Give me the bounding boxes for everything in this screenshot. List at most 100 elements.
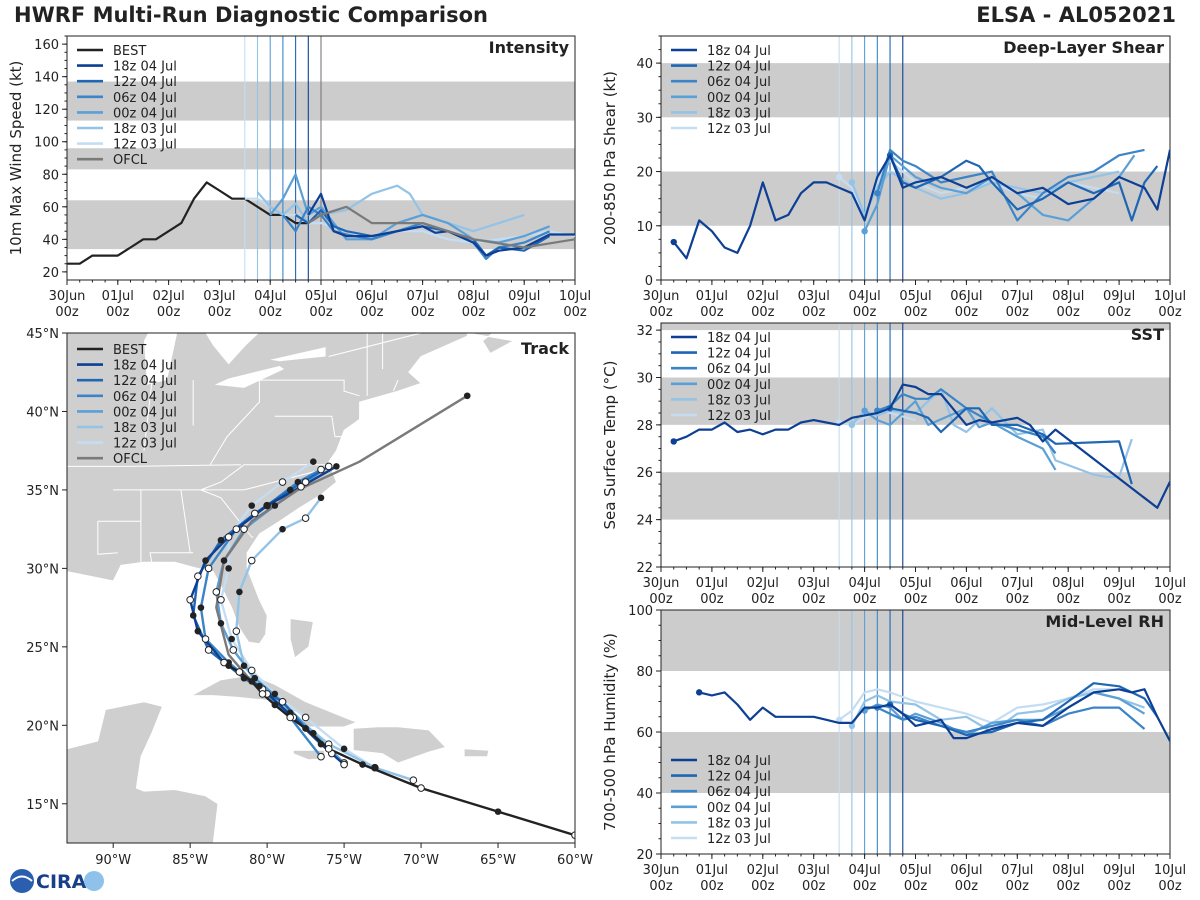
- map-lake-4: [270, 347, 326, 362]
- rh-xtick-sublabel: 00z: [802, 879, 826, 894]
- shear-xtick-sublabel: 00z: [700, 305, 724, 320]
- track-frame: [66, 332, 576, 844]
- rh-xtick-label: 09Jul: [1103, 863, 1135, 878]
- sst-ytick-label: 32: [636, 324, 653, 339]
- map-border-5: [200, 489, 254, 538]
- intensity-xtick-sublabel: 00z: [360, 305, 384, 320]
- shear-xtick-sublabel: 00z: [1107, 305, 1131, 320]
- rh-legend-label-18z-04-jul: 18z 04 Jul: [707, 754, 771, 769]
- shear-series-06z-04-jul: [876, 148, 1145, 222]
- sst-xtick-label: 10Jul: [1154, 576, 1186, 591]
- intensity-ytick-label: 40: [42, 233, 59, 248]
- track-legend-label-best: BEST: [113, 343, 146, 358]
- shear-legend-label-00z-04-jul: 00z 04 Jul: [707, 91, 771, 106]
- sst-ytick-label: 22: [636, 561, 653, 576]
- intensity-legend-label-00z-04-jul: 00z 04 Jul: [113, 106, 177, 121]
- rh-series-18z-03-jul: [850, 691, 1145, 734]
- rh-xtick-sublabel: 00z: [700, 879, 724, 894]
- intensity-xtick-label: 06Jul: [356, 289, 388, 304]
- intensity-xtick-sublabel: 00z: [157, 305, 181, 320]
- shear-ytick-label: 10: [636, 220, 653, 235]
- track-point-best: [494, 808, 502, 815]
- sst-series-18z-04-jul: [673, 383, 1170, 509]
- track-point-00z-04-jul: [301, 478, 310, 486]
- track-point-18z-03-jul: [409, 776, 418, 785]
- shear-series-start-12z-03-jul: [835, 173, 843, 181]
- intensity-ylabel: 10m Max Wind Speed (kt): [7, 61, 25, 256]
- intensity-series-18z-03-jul: [256, 184, 525, 233]
- track-point-06z-04-jul: [201, 635, 210, 643]
- track-point-best: [417, 784, 425, 792]
- track-point-12z-03-jul: [340, 745, 348, 753]
- rh-ytick-label: 40: [636, 787, 653, 802]
- rh-xtick-sublabel: 00z: [853, 879, 877, 894]
- map-land-central-america: [67, 701, 219, 843]
- intensity-xtick-label: 08Jul: [457, 289, 489, 304]
- track-ytick-label: 35°N: [26, 484, 59, 499]
- sst-xtick-label: 30Jun: [643, 576, 680, 591]
- sst-band-2: [661, 323, 1170, 331]
- rh-series-18z-04-jul: [698, 688, 1170, 742]
- track-map-group: [67, 333, 575, 843]
- shear-band-1: [661, 63, 1170, 118]
- track-point-12z-04-jul: [324, 462, 333, 471]
- intensity-xtick-sublabel: 00z: [411, 305, 435, 320]
- shear-xtick-label: 30Jun: [643, 289, 680, 304]
- shear-ytick-label: 0: [645, 274, 653, 289]
- track-point-12z-04-jul: [189, 612, 197, 619]
- rh-xtick-sublabel: 00z: [649, 879, 673, 894]
- rh-legend-label-12z-03-jul: 12z 03 Jul: [707, 832, 771, 847]
- track-ytick-label: 15°N: [26, 798, 59, 813]
- track-point-12z-03-jul: [228, 635, 236, 643]
- map-land-north-america: [67, 333, 468, 645]
- shear-legend-label-18z-04-jul: 18z 04 Jul: [707, 44, 771, 59]
- rh-title: Mid-Level RH: [1045, 612, 1164, 631]
- track-ytick-label: 45°N: [26, 327, 59, 342]
- track-point-best: [258, 690, 267, 698]
- sst-ytick-label: 26: [636, 466, 653, 481]
- sst-series-18z-03-jul: [851, 388, 1133, 479]
- storm-identifier: ELSA - AL052021: [976, 3, 1176, 27]
- rh-series-12z-03-jul: [838, 688, 1133, 725]
- track-point-12z-03-jul: [217, 595, 225, 604]
- intensity-xtick-label: 02Jul: [152, 289, 184, 304]
- map-border-10: [143, 383, 153, 451]
- track-legend-label-18z-04-jul: 18z 04 Jul: [113, 359, 177, 374]
- track-line-18z-03-jul: [235, 497, 414, 782]
- sst-series-06z-04-jul: [876, 388, 1057, 454]
- sst-series-12z-04-jul: [889, 407, 1133, 485]
- rh-legend-label-18z-03-jul: 18z 03 Jul: [707, 816, 771, 831]
- shear-xtick-sublabel: 00z: [1006, 305, 1030, 320]
- sst-series-00z-04-jul: [863, 400, 1057, 471]
- sst-series-start-18z-04-jul: [670, 438, 677, 445]
- rh-xtick-label: 04Jul: [848, 863, 880, 878]
- sst-legend-label-18z-04-jul: 18z 04 Jul: [707, 331, 771, 346]
- rh-xtick-label: 01Jul: [696, 863, 728, 878]
- map-border-16: [392, 379, 399, 392]
- intensity-series-18z-04-jul: [307, 192, 575, 257]
- logo-text: CIRA: [36, 871, 87, 893]
- shear-ytick-label: 20: [636, 166, 653, 181]
- track-point-12z-04-jul: [240, 674, 248, 682]
- shear-xtick-label: 05Jul: [899, 289, 931, 304]
- sst-legend-label-18z-03-jul: 18z 03 Jul: [707, 393, 771, 408]
- intensity-panel: 2040608010012014016030Jun00z01Jul00z02Ju…: [7, 35, 591, 320]
- shear-title: Deep-Layer Shear: [1003, 38, 1164, 57]
- track-xtick-label: 85°W: [172, 853, 208, 868]
- sst-ytick-label: 28: [636, 419, 653, 434]
- sst-xtick-sublabel: 00z: [700, 592, 724, 607]
- sst-legend-label-12z-03-jul: 12z 03 Jul: [707, 409, 771, 424]
- shear-legend-label-12z-04-jul: 12z 04 Jul: [707, 60, 771, 75]
- page-title: HWRF Multi-Run Diagnostic Comparison: [14, 3, 489, 27]
- logo-swirl-icon: [11, 875, 33, 882]
- intensity-ytick-label: 140: [34, 71, 59, 86]
- track-xtick-label: 65°W: [480, 853, 516, 868]
- sst-xtick-label: 07Jul: [1001, 576, 1033, 591]
- sst-ytick-label: 30: [636, 371, 653, 386]
- logo-globe-icon: [10, 869, 34, 893]
- sst-xtick-sublabel: 00z: [802, 592, 826, 607]
- track-point-18z-04-jul: [232, 525, 241, 533]
- rh-xtick-sublabel: 00z: [904, 879, 928, 894]
- track-point-18z-04-jul: [194, 627, 202, 635]
- map-border-13: [274, 415, 345, 438]
